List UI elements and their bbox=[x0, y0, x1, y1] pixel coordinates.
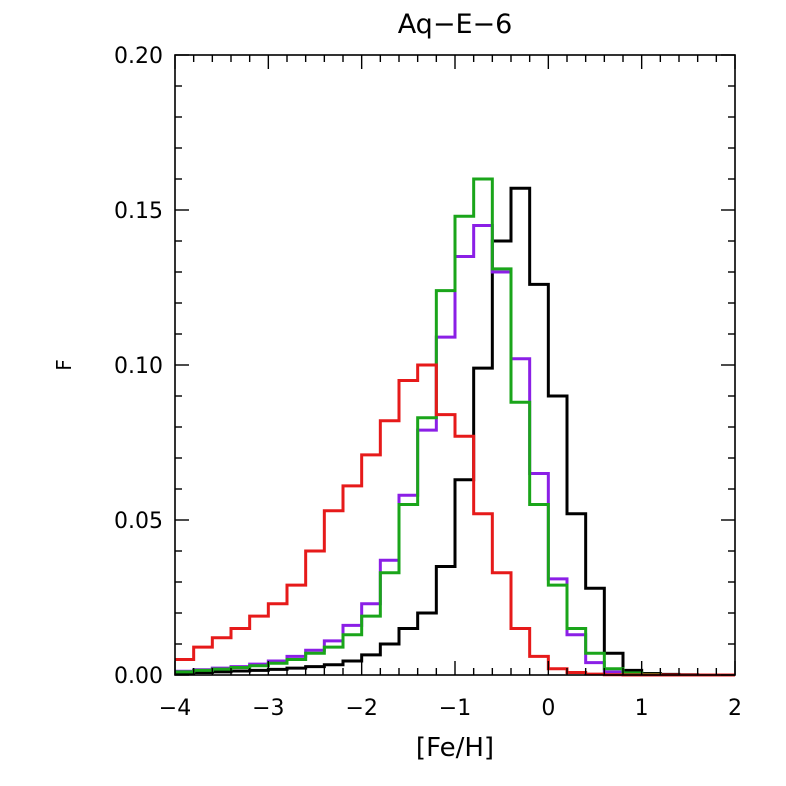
tick-label-layer: −4 −3 −2 −1 0 1 2 0.00 0.05 0.10 0.15 0.20 bbox=[114, 44, 742, 721]
chart-title: Aq−E−6 bbox=[398, 9, 513, 40]
y-tick-label: 0.15 bbox=[114, 199, 163, 224]
x-tick-label: 0 bbox=[541, 696, 555, 721]
series-purple-histogram bbox=[175, 224, 735, 677]
x-tick-label: −1 bbox=[439, 696, 471, 721]
y-tick-label: 0.00 bbox=[114, 664, 163, 689]
x-tick-label: −4 bbox=[159, 696, 191, 721]
x-tick-label: 1 bbox=[635, 696, 649, 721]
series-layer bbox=[175, 177, 735, 677]
x-tick-label: −3 bbox=[252, 696, 284, 721]
plot-frame bbox=[174, 54, 736, 676]
x-tick-label: 2 bbox=[728, 696, 742, 721]
y-tick-label: 0.20 bbox=[114, 44, 163, 69]
y-tick-label: 0.10 bbox=[114, 354, 163, 379]
x-axis-label: [Fe/H] bbox=[416, 733, 494, 763]
tick-layer bbox=[174, 54, 736, 676]
y-axis-label: F bbox=[52, 359, 76, 371]
x-tick-label: −2 bbox=[345, 696, 377, 721]
y-tick-label: 0.05 bbox=[114, 509, 163, 534]
